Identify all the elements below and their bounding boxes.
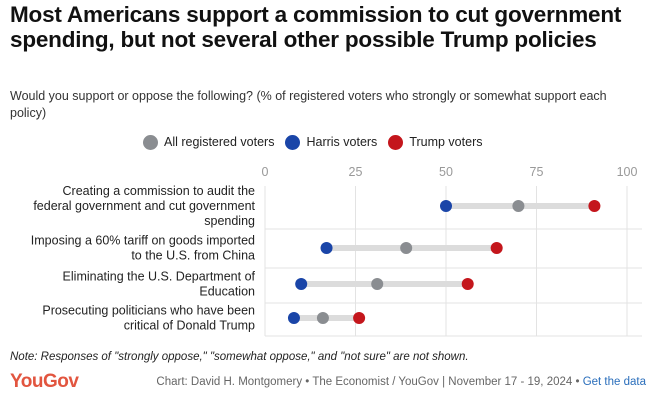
dot-all [512,200,525,212]
legend: All registered voters Harris voters Trum… [143,133,493,151]
dot-all [316,312,329,324]
legend-item-harris: Harris voters [285,134,378,150]
category-label-line: Eliminating the U.S. Department of [63,270,256,284]
dot-trump [353,312,366,324]
dot-all [371,278,384,290]
dot-all [400,242,413,254]
legend-item-trump: Trump voters [388,134,483,150]
legend-dot-all [143,134,158,150]
legend-dot-harris [285,134,301,150]
category-label-line: critical of Donald Trump [124,319,255,333]
x-tick-label-75: 75 [530,165,544,179]
legend-label-all: All registered voters [164,135,275,149]
x-tick-label-0: 0 [262,165,269,179]
x-tick-label-50: 50 [439,165,453,179]
dot-trump [588,200,601,212]
category-label-line: Creating a commission to audit the [63,184,256,198]
get-the-data-link[interactable]: Get the data [582,376,646,388]
category-label-line: to the U.S. from China [131,249,255,263]
dot-chart: 0 25 50 75 100 Creating a commission to audit… [31,165,642,337]
chart-note: Note: Responses of "strongly oppose," "s… [10,351,469,363]
x-tick-label-100: 100 [617,165,638,179]
dot-harris [320,242,333,254]
dot-harris [295,278,308,290]
category-label-line: Imposing a 60% tariff on goods imported [31,234,255,248]
x-tick-label-25: 25 [349,165,363,179]
legend-item-all: All registered voters [143,134,275,150]
dot-harris [287,312,300,324]
chart-title: Most Americans support a commission to c… [10,2,622,52]
chart-subtitle: Would you support or oppose the followin… [10,89,607,120]
credit-text: Chart: David H. Montgomery • The Economi… [156,376,583,388]
category-label-line: spending [204,214,255,228]
legend-label-harris: Harris voters [306,135,378,149]
dot-harris [440,200,452,212]
yougov-logo: YouGov [10,371,79,392]
category-label-line: Prosecuting politicians who have been [42,304,255,318]
dot-trump [490,242,503,254]
category-label-line: Education [199,285,255,299]
chart-credit: Chart: David H. Montgomery • The Economi… [156,376,646,388]
footer: YouGov Chart: David H. Montgomery • The … [10,371,646,393]
dot-trump [461,278,474,290]
legend-label-trump: Trump voters [409,135,483,149]
category-label-line: federal government and cut government [33,199,255,213]
legend-dot-trump [388,134,404,150]
